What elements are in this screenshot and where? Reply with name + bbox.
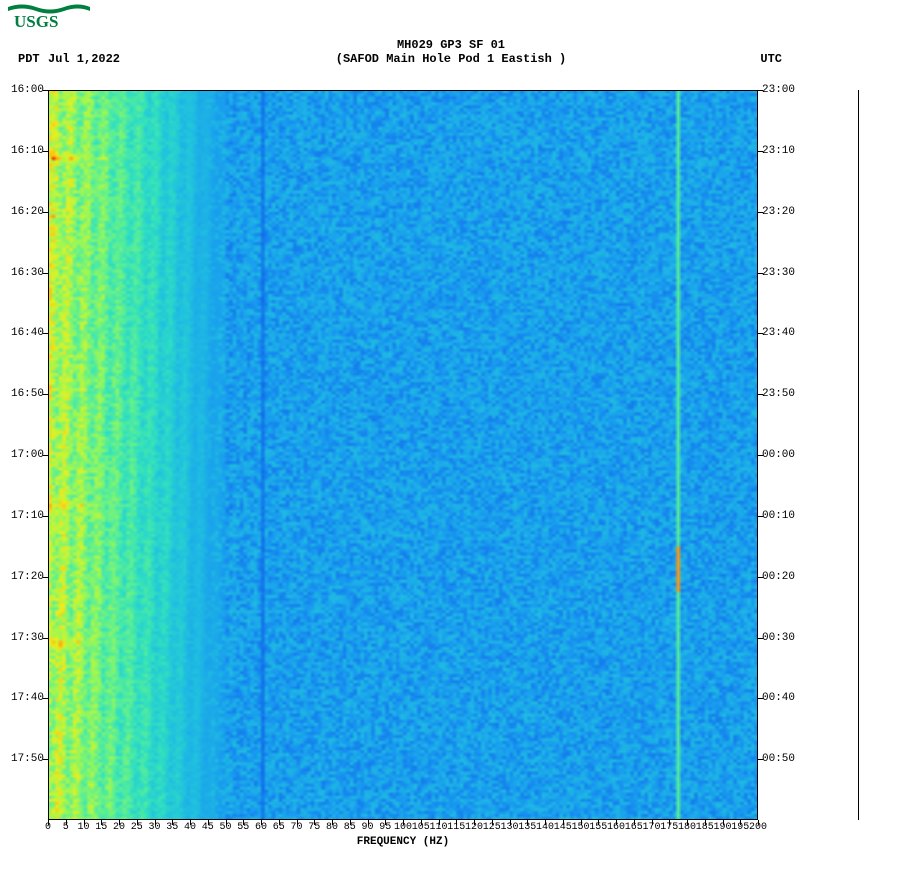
y-tick-right: 23:40 xyxy=(762,327,795,339)
x-tick: 5 xyxy=(63,822,69,833)
x-tick: 110 xyxy=(429,822,447,833)
x-tick: 145 xyxy=(554,822,572,833)
x-tick: 75 xyxy=(308,822,320,833)
x-tick: 30 xyxy=(148,822,160,833)
x-tick: 195 xyxy=(731,822,749,833)
x-tick: 155 xyxy=(589,822,607,833)
y-tick-right: 23:10 xyxy=(762,145,795,157)
x-tick: 50 xyxy=(219,822,231,833)
y-tick-left: 16:20 xyxy=(11,206,44,218)
x-tick: 120 xyxy=(465,822,483,833)
y-tick-left: 17:30 xyxy=(11,632,44,644)
x-tick: 140 xyxy=(536,822,554,833)
x-tick: 80 xyxy=(326,822,338,833)
x-tick: 125 xyxy=(483,822,501,833)
y-tick-left: 17:20 xyxy=(11,571,44,583)
colorbar-rule xyxy=(858,90,859,820)
tz-right-label: UTC xyxy=(760,52,782,66)
x-tick: 25 xyxy=(131,822,143,833)
x-tick: 35 xyxy=(166,822,178,833)
y-tick-right: 00:20 xyxy=(762,571,795,583)
x-tick: 10 xyxy=(77,822,89,833)
y-tick-left: 16:00 xyxy=(11,84,44,96)
y-tick-left: 17:00 xyxy=(11,449,44,461)
x-tick: 185 xyxy=(696,822,714,833)
x-tick: 165 xyxy=(625,822,643,833)
y-tick-right: 23:00 xyxy=(762,84,795,96)
x-tick: 100 xyxy=(394,822,412,833)
spectrogram-canvas xyxy=(48,90,758,820)
y-tick-left: 16:50 xyxy=(11,388,44,400)
usgs-logo: USGS xyxy=(8,4,90,30)
x-tick: 115 xyxy=(447,822,465,833)
x-tick: 90 xyxy=(361,822,373,833)
x-tick: 60 xyxy=(255,822,267,833)
svg-text:USGS: USGS xyxy=(14,12,58,30)
y-tick-right: 00:00 xyxy=(762,449,795,461)
x-tick: 55 xyxy=(237,822,249,833)
title-line1: MH029 GP3 SF 01 xyxy=(0,38,902,52)
y-tick-right: 00:10 xyxy=(762,510,795,522)
x-tick: 190 xyxy=(713,822,731,833)
y-tick-left: 17:40 xyxy=(11,692,44,704)
x-tick: 130 xyxy=(500,822,518,833)
y-tick-left: 16:40 xyxy=(11,327,44,339)
x-axis-label: FREQUENCY (HZ) xyxy=(48,836,758,848)
y-tick-right: 23:50 xyxy=(762,388,795,400)
y-tick-right: 23:30 xyxy=(762,267,795,279)
x-tick: 45 xyxy=(202,822,214,833)
y-tick-right: 00:30 xyxy=(762,632,795,644)
spectrogram-plot: FREQUENCY (HZ) 0510152025303540455055606… xyxy=(48,90,758,820)
y-tick-left: 16:10 xyxy=(11,145,44,157)
y-tick-left: 17:10 xyxy=(11,510,44,522)
x-tick: 70 xyxy=(290,822,302,833)
y-tick-right: 00:40 xyxy=(762,692,795,704)
x-tick: 0 xyxy=(45,822,51,833)
x-tick: 135 xyxy=(518,822,536,833)
x-tick: 170 xyxy=(642,822,660,833)
x-tick: 175 xyxy=(660,822,678,833)
x-tick: 105 xyxy=(412,822,430,833)
x-tick: 150 xyxy=(571,822,589,833)
x-tick: 180 xyxy=(678,822,696,833)
x-tick: 200 xyxy=(749,822,767,833)
y-tick-right: 23:20 xyxy=(762,206,795,218)
x-tick: 20 xyxy=(113,822,125,833)
x-tick: 65 xyxy=(273,822,285,833)
x-tick: 95 xyxy=(379,822,391,833)
x-tick: 160 xyxy=(607,822,625,833)
y-tick-right: 00:50 xyxy=(762,753,795,765)
x-tick: 40 xyxy=(184,822,196,833)
y-tick-left: 17:50 xyxy=(11,753,44,765)
y-tick-left: 16:30 xyxy=(11,267,44,279)
x-tick: 85 xyxy=(344,822,356,833)
x-tick: 15 xyxy=(95,822,107,833)
